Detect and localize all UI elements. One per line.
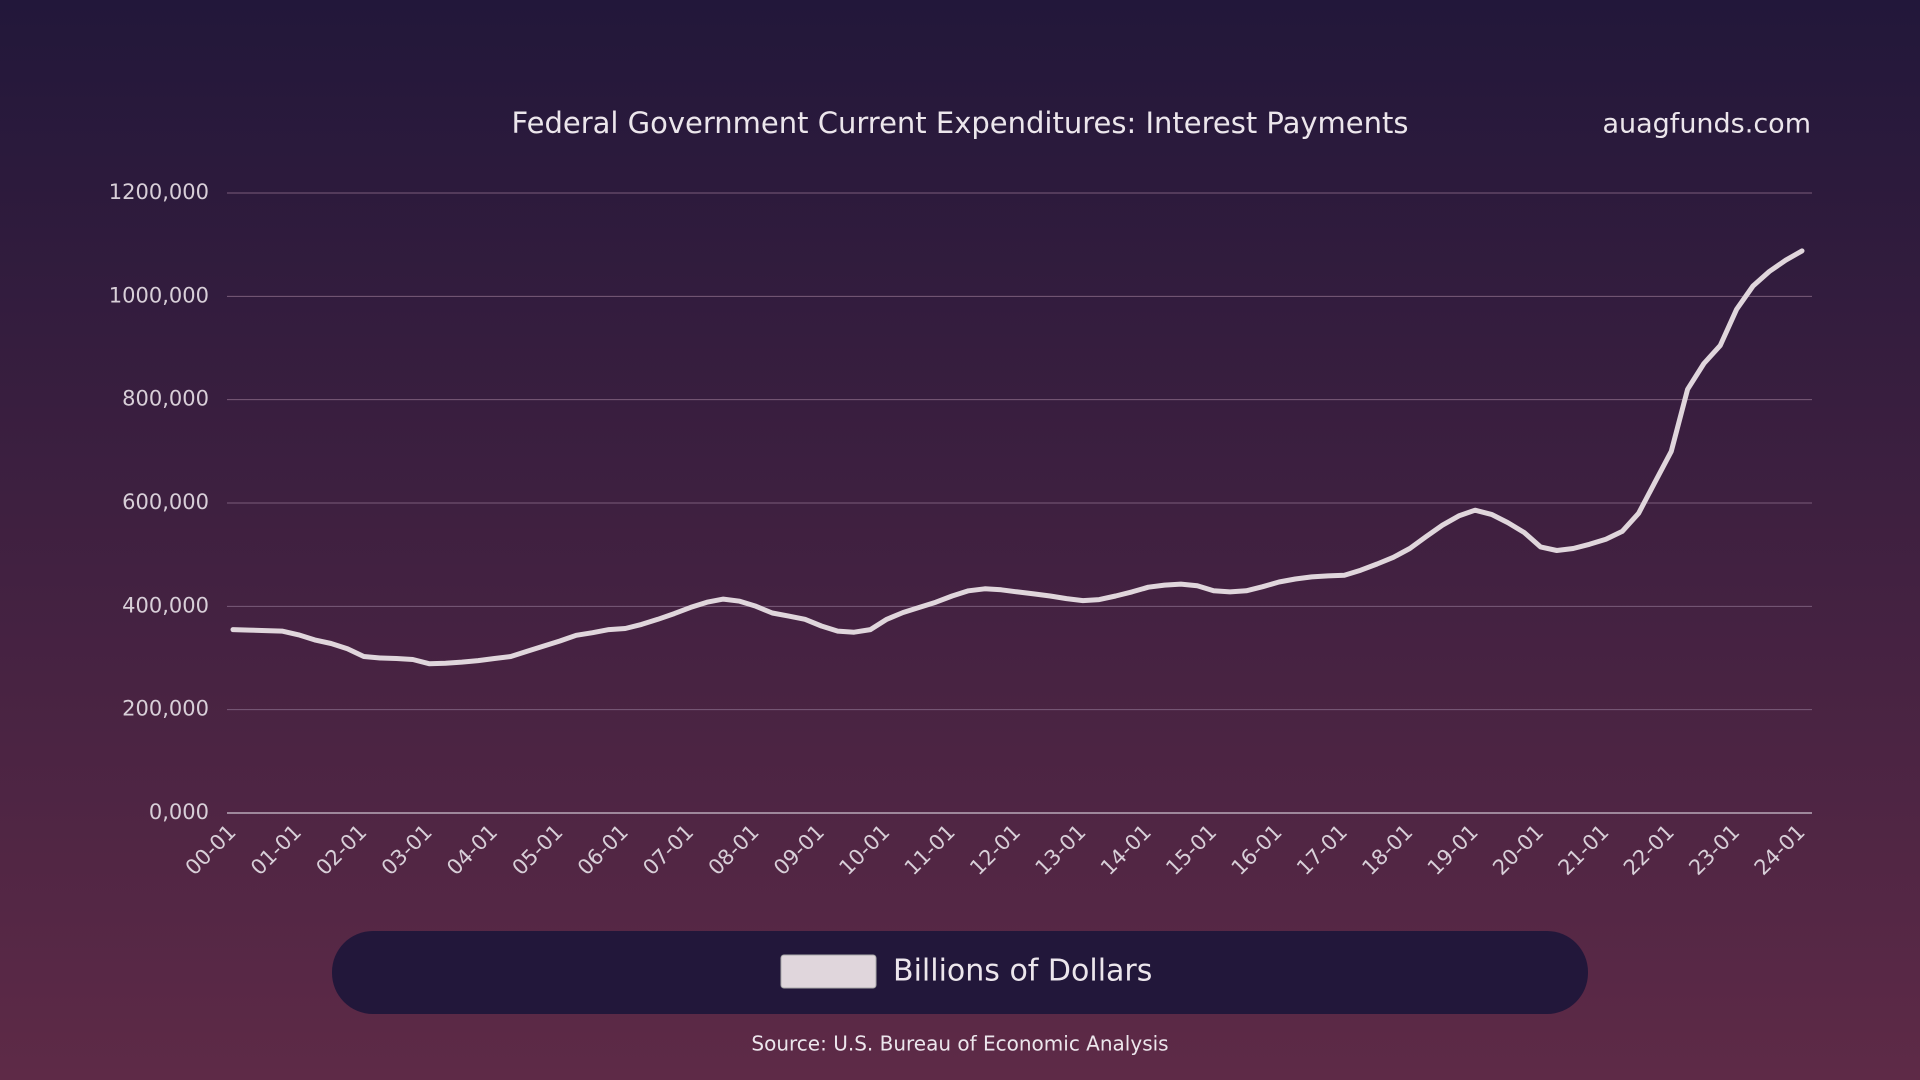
x-tick-label: 22-01 bbox=[1619, 820, 1679, 880]
y-tick-label: 200,000 bbox=[122, 697, 209, 721]
x-tick-label: 18-01 bbox=[1357, 820, 1417, 880]
x-tick-label: 09-01 bbox=[769, 820, 829, 880]
legend-swatch bbox=[780, 954, 877, 989]
x-tick-label: 23-01 bbox=[1684, 820, 1744, 880]
x-tick-label: 01-01 bbox=[246, 820, 306, 880]
x-tick-label: 00-01 bbox=[181, 820, 241, 880]
x-tick-label: 10-01 bbox=[834, 820, 894, 880]
x-tick-label: 24-01 bbox=[1750, 820, 1810, 880]
x-tick-label: 21-01 bbox=[1554, 820, 1614, 880]
x-tick-label: 06-01 bbox=[573, 820, 633, 880]
y-tick-label: 1200,000 bbox=[109, 180, 209, 204]
x-tick-label: 11-01 bbox=[900, 820, 960, 880]
chart-title: Federal Government Current Expenditures:… bbox=[512, 106, 1409, 140]
watermark: auagfunds.com bbox=[1602, 109, 1811, 140]
x-tick-label: 04-01 bbox=[442, 820, 502, 880]
x-tick-label: 02-01 bbox=[311, 820, 371, 880]
x-tick-label: 16-01 bbox=[1227, 820, 1287, 880]
y-tick-label: 0,000 bbox=[149, 800, 209, 824]
x-tick-label: 12-01 bbox=[965, 820, 1025, 880]
x-tick-label: 08-01 bbox=[704, 820, 764, 880]
y-tick-label: 800,000 bbox=[122, 387, 209, 411]
y-tick-label: 600,000 bbox=[122, 490, 209, 514]
x-tick-label: 03-01 bbox=[377, 820, 437, 880]
x-tick-label: 13-01 bbox=[1031, 820, 1091, 880]
x-tick-label: 05-01 bbox=[508, 820, 568, 880]
y-tick-label: 1000,000 bbox=[109, 283, 209, 307]
legend-label: Billions of Dollars bbox=[893, 954, 1152, 989]
x-tick-label: 15-01 bbox=[1161, 820, 1221, 880]
legend-box bbox=[332, 931, 1588, 1014]
x-tick-label: 19-01 bbox=[1423, 820, 1483, 880]
y-tick-label: 400,000 bbox=[122, 593, 209, 617]
x-tick-label: 07-01 bbox=[638, 820, 698, 880]
data-line bbox=[230, 248, 1805, 667]
source: Source: U.S. Bureau of Economic Analysis bbox=[751, 1032, 1168, 1056]
x-tick-label: 20-01 bbox=[1488, 820, 1548, 880]
x-tick-label: 17-01 bbox=[1292, 820, 1352, 880]
x-tick-label: 14-01 bbox=[1096, 820, 1156, 880]
